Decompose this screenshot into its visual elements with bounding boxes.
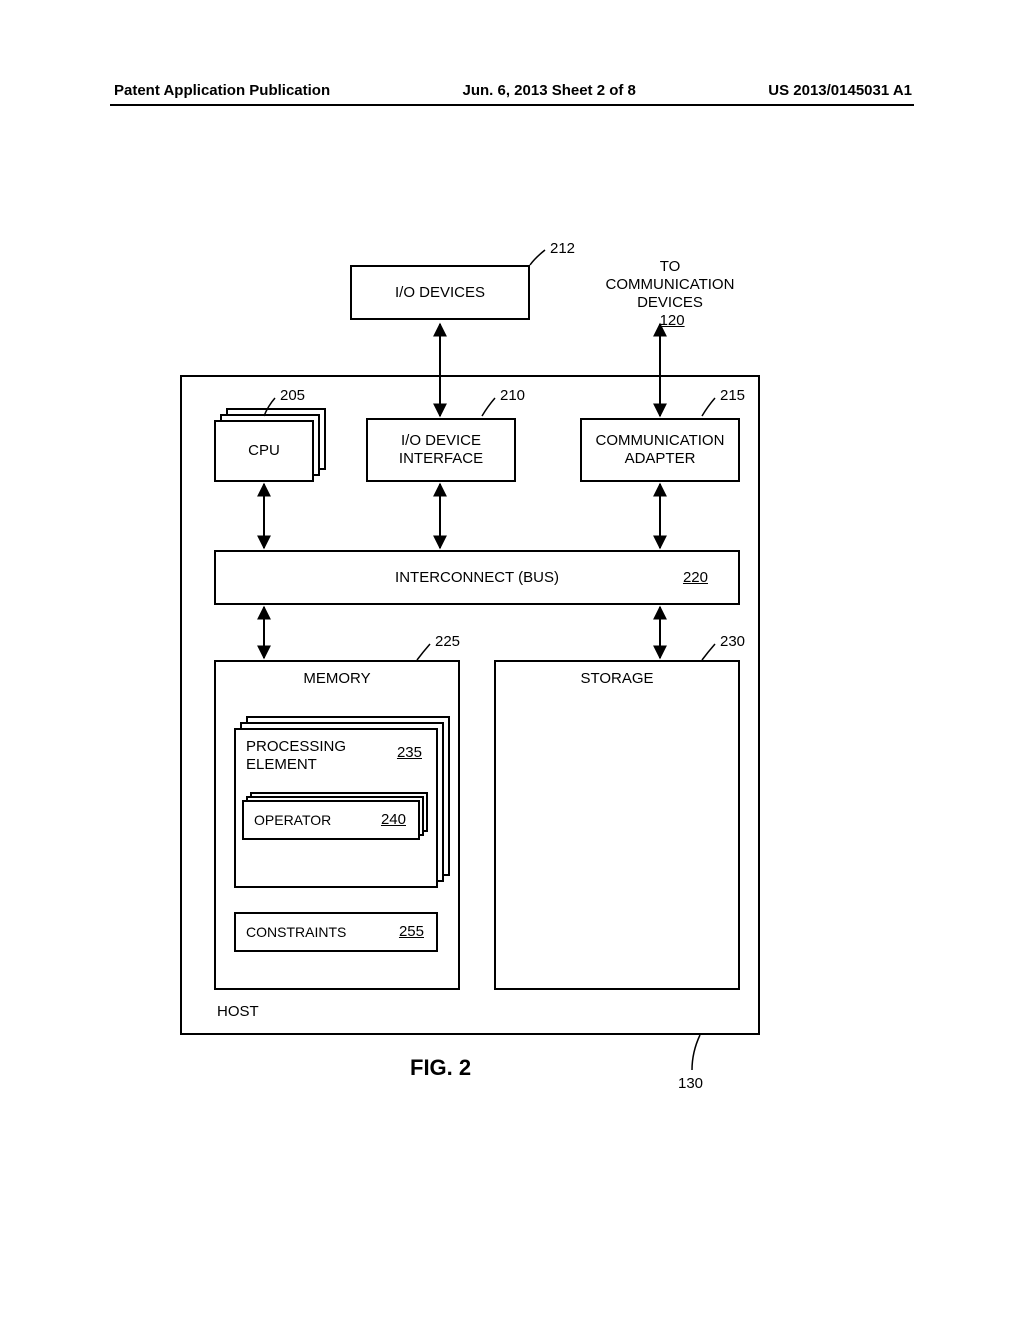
header-rule — [110, 104, 914, 106]
comm-adapter-box: COMMUNICATION ADAPTER — [580, 418, 740, 482]
constraints-label: CONSTRAINTS — [246, 924, 346, 941]
storage-ref: 230 — [720, 633, 745, 650]
host-label: HOST — [217, 1003, 259, 1021]
operator-box: OPERATOR 240 — [242, 800, 420, 840]
operator-label: OPERATOR — [254, 812, 331, 829]
constraints-box: CONSTRAINTS 255 — [234, 912, 438, 952]
diagram-canvas: I/O DEVICES 212 TO COMMUNICATION DEVICES… — [180, 240, 760, 1090]
storage-title: STORAGE — [496, 670, 738, 688]
io-interface-ref: 210 — [500, 387, 525, 404]
pe-ref: 235 — [397, 744, 422, 762]
io-interface-box: I/O DEVICE INTERFACE — [366, 418, 516, 482]
figure-caption: FIG. 2 — [410, 1055, 471, 1081]
header-left: Patent Application Publication — [114, 82, 330, 99]
memory-title: MEMORY — [216, 670, 458, 688]
comm-adapter-ref: 215 — [720, 387, 745, 404]
bus-box: INTERCONNECT (BUS) 220 — [214, 550, 740, 605]
io-interface-label: I/O DEVICE INTERFACE — [399, 432, 483, 468]
header-right: US 2013/0145031 A1 — [768, 82, 912, 99]
memory-box: MEMORY PROCESSING ELEMENT 235 OPERATOR 2… — [214, 660, 460, 990]
comm-adapter-label: COMMUNICATION ADAPTER — [596, 432, 725, 468]
io-devices-ref: 212 — [550, 240, 575, 257]
to-comm-text: TO COMMUNICATION DEVICES — [606, 258, 735, 312]
cpu-box: CPU — [214, 420, 314, 482]
to-comm-label: TO COMMUNICATION DEVICES 120 — [590, 258, 750, 330]
page-header: Patent Application Publication Jun. 6, 2… — [114, 82, 912, 99]
host-ref: 130 — [678, 1075, 703, 1092]
cpu-ref: 205 — [280, 387, 305, 404]
header-mid: Jun. 6, 2013 Sheet 2 of 8 — [462, 82, 635, 99]
io-devices-label: I/O DEVICES — [395, 284, 485, 302]
patent-page: Patent Application Publication Jun. 6, 2… — [0, 0, 1024, 1320]
constraints-ref: 255 — [399, 923, 424, 941]
storage-box: STORAGE — [494, 660, 740, 990]
pe-label: PROCESSING ELEMENT — [246, 738, 346, 774]
io-devices-box: I/O DEVICES — [350, 265, 530, 320]
operator-ref: 240 — [381, 811, 406, 829]
bus-label: INTERCONNECT (BUS) — [395, 569, 559, 587]
to-comm-ref: 120 — [660, 312, 685, 329]
cpu-label: CPU — [248, 442, 280, 460]
bus-ref: 220 — [683, 569, 708, 587]
pe-box: PROCESSING ELEMENT 235 OPERATOR 240 — [234, 728, 438, 888]
memory-ref: 225 — [435, 633, 460, 650]
